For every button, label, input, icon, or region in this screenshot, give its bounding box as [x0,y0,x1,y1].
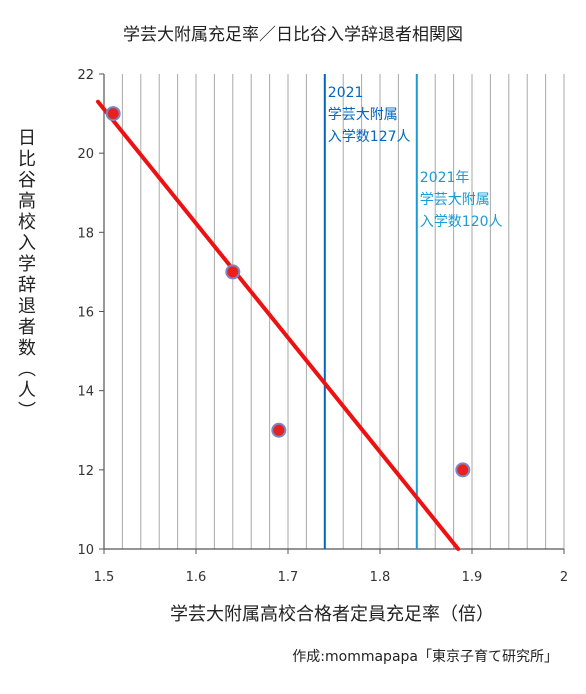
chart-title: 学芸大附属充足率／日比谷入学辞退者相関図 [123,25,463,45]
y-tick-label: 22 [77,68,94,83]
reference-line-1-label: 2021 [328,85,364,101]
y-tick-label: 16 [77,306,94,321]
y-tick-label: 18 [77,226,94,241]
x-tick-label: 1.9 [462,570,483,585]
y-axis-label: 日比谷高校入学辞退者数（人） [15,128,36,422]
y-tick-label: 14 [77,385,94,400]
x-tick-label: 1.7 [278,570,299,585]
x-tick-label: 1.5 [94,570,115,585]
y-tick-label: 12 [77,464,94,479]
trendline [96,99,461,551]
trendline-layer [96,99,461,551]
data-point-1 [105,106,121,122]
grid-layer [121,74,565,549]
reference-line-2-label: 学芸大附属 [420,192,490,208]
tick-labels: 10 12 14 16 18 20 22 1.5 1.6 1.7 1.8 1.9 2 [77,68,568,585]
x-tick-label: 1.6 [186,570,207,585]
reference-line-2-label: 入学数120人 [420,214,503,230]
data-points [105,106,471,478]
reference-line-1-label: 学芸大附属 [328,107,398,123]
data-point-4 [455,462,471,478]
y-tick-label: 20 [77,147,94,162]
credit-text: 作成:mommapapa「東京子育て研究所」 [292,649,558,665]
y-tick-label: 10 [77,543,94,558]
data-point-3 [271,422,287,438]
axes-layer [99,73,565,554]
x-axis-label: 学芸大附属高校合格者定員充足率（倍） [170,604,494,625]
x-tick-label: 2 [560,570,568,585]
data-point-2 [225,264,241,280]
reference-line-2-label: 2021年 [420,170,470,186]
x-tick-label: 1.8 [370,570,391,585]
reference-line-1-label: 入学数127人 [328,129,411,145]
